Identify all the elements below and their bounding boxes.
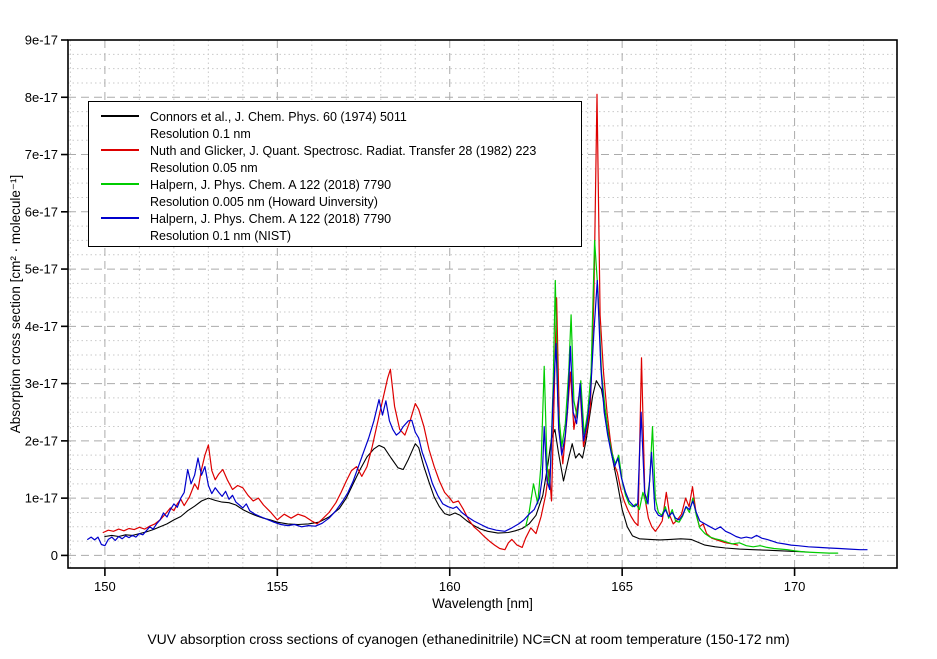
x-tick-label: 150 [94, 579, 116, 594]
grid-major [68, 40, 897, 568]
axis-ticks: 150 155 160 165 170 0 1e-17 2e-17 3e-17 4e-17 5e-1… [25, 33, 806, 595]
legend-sublabel: Resolution 0.05 nm [150, 161, 258, 175]
series-halpern-2018-nist [87, 279, 868, 551]
x-tick-label: 165 [611, 579, 633, 594]
y-tick-label: 4e-17 [25, 319, 58, 334]
series-connors-1974 [104, 380, 809, 553]
legend-swatch-red-line [101, 149, 139, 151]
legend-label: Nuth and Glicker, J. Quant. Spectrosc. R… [150, 144, 537, 158]
legend-label: Connors et al., J. Chem. Phys. 60 (1974)… [150, 110, 407, 124]
y-tick-label: 6e-17 [25, 204, 58, 219]
figure-caption: VUV absorption cross sections of cyanoge… [147, 631, 790, 647]
y-tick-label: 3e-17 [25, 376, 58, 391]
legend-swatch-black-line [101, 115, 139, 117]
legend-box: Connors et al., J. Chem. Phys. 60 (1974)… [88, 101, 582, 247]
legend-swatch-green-line [101, 183, 139, 185]
legend-sublabel: Resolution 0.1 nm (NIST) [150, 229, 292, 243]
y-tick-label: 8e-17 [25, 90, 58, 105]
x-tick-label: 155 [266, 579, 288, 594]
legend-entry-halpern-nist: Halpern, J. Phys. Chem. A 122 (2018) 779… [101, 211, 581, 245]
legend-sublabel: Resolution 0.005 nm (Howard Uinversity) [150, 195, 378, 209]
y-tick-label: 9e-17 [25, 33, 58, 48]
legend-label: Halpern, J. Phys. Chem. A 122 (2018) 779… [150, 212, 392, 226]
legend-entry-halpern-howard: Halpern, J. Phys. Chem. A 122 (2018) 779… [101, 177, 581, 211]
y-tick-label: 7e-17 [25, 147, 58, 162]
series-halpern-2018-howard [524, 239, 839, 554]
x-tick-label: 170 [784, 579, 806, 594]
y-tick-label: 0 [51, 548, 58, 563]
plot-frame [67, 39, 898, 569]
x-axis-title: Wavelength [nm] [432, 596, 533, 611]
x-tick-label: 160 [439, 579, 461, 594]
legend-entry-nuth-glicker: Nuth and Glicker, J. Quant. Spectrosc. R… [101, 143, 581, 177]
legend-label: Halpern, J. Phys. Chem. A 122 (2018) 779… [150, 178, 392, 192]
y-tick-label: 2e-17 [25, 433, 58, 448]
y-tick-label: 1e-17 [25, 491, 58, 506]
legend-entry-connors: Connors et al., J. Chem. Phys. 60 (1974)… [101, 109, 581, 143]
legend-swatch-blue-line [101, 217, 139, 219]
y-axis-title: Absorption cross section [cm² · molecule… [8, 174, 23, 434]
y-tick-label: 5e-17 [25, 262, 58, 277]
legend-sublabel: Resolution 0.1 nm [150, 127, 251, 141]
